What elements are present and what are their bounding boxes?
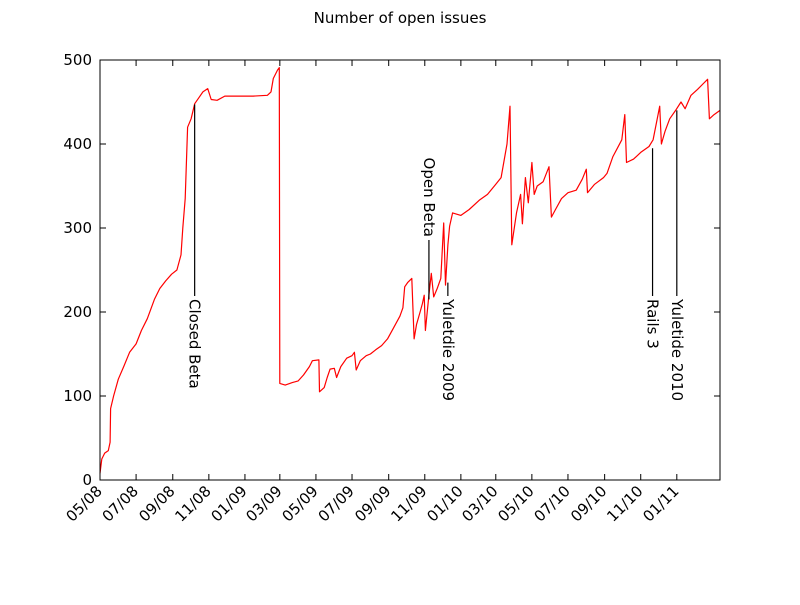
y-tick-label: 500	[63, 51, 92, 69]
annotation-label: Yuletdie 2009	[439, 298, 457, 401]
annotation: Yuletdie 2009	[439, 282, 457, 401]
annotation-label: Rails 3	[644, 299, 662, 349]
chart-title: Number of open issues	[314, 9, 487, 27]
x-tick-label: 09/10	[567, 482, 610, 525]
x-tick-label: 05/10	[494, 482, 537, 525]
x-tick-label: 07/09	[315, 482, 358, 525]
annotation-label: Open Beta	[420, 158, 438, 237]
y-tick-label: 400	[63, 135, 92, 153]
x-tick-label: 11/09	[387, 482, 430, 525]
x-tick-label: 03/10	[458, 482, 501, 525]
axes: 010020030040050005/0807/0809/0811/0801/0…	[63, 51, 721, 525]
annotation: Rails 3	[644, 148, 662, 349]
annotations: Closed Beta Open Beta Yuletdie 2009 Rails 3…	[186, 104, 686, 401]
x-tick-label: 07/08	[99, 482, 142, 525]
y-tick-label: 200	[63, 303, 92, 321]
plot-area	[99, 66, 721, 474]
annotation-label: Closed Beta	[186, 299, 204, 389]
series-line-1	[99, 66, 721, 474]
y-tick-label: 0	[82, 471, 92, 489]
x-tick-label: 11/10	[603, 482, 646, 525]
plot-frame	[99, 59, 721, 481]
y-tick-label: 100	[63, 387, 92, 405]
x-tick-label: 09/09	[351, 482, 394, 525]
x-tick-label: 01/11	[639, 482, 682, 525]
annotation: Open Beta	[420, 158, 438, 300]
x-tick-label: 09/08	[135, 482, 178, 525]
annotation: Closed Beta	[186, 104, 204, 389]
x-tick-label: 01/09	[207, 482, 250, 525]
annotation-label: Yuletide 2010	[668, 298, 686, 401]
x-tick-label: 03/09	[242, 482, 285, 525]
y-tick-label: 300	[63, 219, 92, 237]
x-tick-label: 11/08	[171, 482, 214, 525]
x-tick-label: 07/10	[530, 482, 573, 525]
x-tick-label: 05/09	[278, 482, 321, 525]
x-tick-label: 01/10	[423, 482, 466, 525]
annotation: Yuletide 2010	[668, 110, 686, 401]
